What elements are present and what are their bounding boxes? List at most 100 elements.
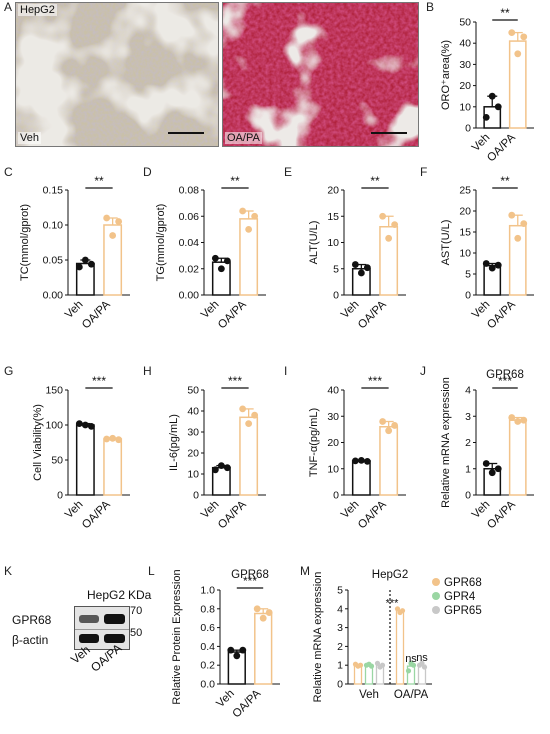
y-tick-label-l: 0.4: [200, 641, 215, 653]
micrograph-veh-texture: [16, 3, 218, 146]
y-tick-label-i: 40: [327, 385, 339, 397]
y-tick-label-g: 0: [57, 490, 63, 502]
chart-d: 0.00 0.02 0.04 0.06 0.08 TG(mmol/gprot) VehOA/…: [155, 174, 266, 331]
point-m-0-1-2: [368, 663, 375, 669]
panel-letter-e: E: [284, 165, 293, 179]
panel-letter-f: F: [420, 165, 428, 179]
panel-letter-i: I: [284, 364, 288, 378]
chart-m: 0 1 2 3 4 5 Relative mRNA expression HepG2 Veh **…: [312, 569, 482, 702]
panel-letter-a: A: [4, 0, 13, 14]
point-m-1-1-0: [405, 668, 412, 674]
point-j-0-0: [482, 460, 490, 467]
y-tick-label-l: 0.0: [200, 679, 215, 691]
point-f-1-0: [508, 211, 516, 219]
point-m-1-2-1: [419, 660, 425, 666]
y-tick-label-m: 2: [337, 641, 343, 653]
point-h-0-1: [217, 462, 225, 469]
sig-label-d: **: [230, 174, 240, 188]
sig-label-c: **: [94, 174, 104, 188]
point-d-0-1: [217, 265, 225, 273]
point-e-0-1: [357, 269, 365, 277]
point-d-1-2: [251, 212, 259, 220]
band-gpr68-veh: [79, 615, 99, 623]
western-blot-membrane: [74, 606, 130, 650]
bar-m-1-0: [395, 610, 405, 685]
y-tick-label-m: 3: [337, 622, 343, 634]
y-axis-label-i: TNF-α(pg/mL): [308, 408, 320, 477]
y-tick-label-d: 0.02: [179, 263, 200, 275]
bar-g-1: [103, 438, 123, 496]
chart-l: 0.0 0.2 0.4 0.6 0.8 1.0 Relative Protein Expre…: [171, 569, 280, 720]
point-m-1-2-2: [421, 664, 428, 670]
point-m-0-2-0: [374, 660, 381, 666]
point-h-1-1: [245, 420, 253, 427]
point-l-0-1: [233, 652, 241, 660]
y-tick-label-h: 20: [187, 448, 199, 460]
x-tick-label-g-1: OA/PA: [80, 498, 113, 531]
y-tick-label-b: 30: [459, 59, 471, 71]
point-c-0-0: [75, 263, 83, 271]
y-tick-label-j: 1: [465, 463, 471, 475]
point-c-0-2: [87, 260, 95, 268]
point-m-1-0-0: [394, 606, 401, 612]
bar-j-1: [508, 419, 527, 496]
point-b-1-0: [508, 29, 516, 36]
panel-letter-l: L: [148, 564, 155, 578]
blot-divider: [75, 629, 129, 630]
y-axis-label-j: Relative mRNA expression: [440, 377, 452, 508]
x-tick-label-f-1: OA/PA: [485, 298, 518, 331]
y-tick-label-m: 5: [337, 585, 343, 597]
point-b-0-0: [482, 114, 490, 121]
point-e-0-2: [363, 264, 371, 272]
point-b-1-2: [520, 33, 528, 41]
point-h-0-2: [223, 464, 231, 472]
band-gpr68-oapa: [104, 614, 125, 624]
y-tick-label-h: 0: [193, 490, 199, 502]
y-axis-label-h: IL-6(pg/mL): [168, 414, 180, 471]
point-h-0-0: [211, 466, 219, 474]
y-axis-label-b: ORO⁺area(%): [440, 40, 452, 110]
point-j-0-1: [488, 469, 496, 477]
y-tick-label-e: 10: [327, 237, 339, 249]
bar-h-1: [239, 416, 259, 496]
micrograph-oapa-texture: [223, 3, 418, 146]
point-g-0-0: [75, 420, 83, 427]
bar-i-1: [379, 426, 399, 496]
y-tick-label-h: 50: [187, 385, 199, 397]
y-axis-label-d: TG(mmol/gprot): [155, 204, 167, 282]
y-tick-label-c: 0.15: [43, 185, 64, 197]
y-tick-label-i: 30: [327, 411, 339, 423]
scale-bar-veh: [168, 132, 204, 134]
y-tick-label-b: 10: [459, 101, 471, 113]
x-tick-label-l-1: OA/PA: [231, 687, 264, 720]
y-axis-label-e: ALT(U/L): [308, 221, 320, 265]
y-tick-label-f: 5: [465, 269, 471, 281]
y-tick-label-b: 20: [459, 80, 471, 92]
y-axis-label-m: Relative mRNA expression: [312, 572, 324, 703]
band-actin-veh: [79, 634, 99, 643]
y-tick-label-f: 15: [459, 227, 471, 239]
point-f-1-2: [520, 220, 528, 228]
point-i-0-2: [363, 458, 371, 465]
point-j-1-0: [508, 414, 516, 421]
sig-label-j: ***: [498, 374, 512, 388]
panel-letter-c: C: [4, 165, 13, 179]
y-tick-label-d: 0.08: [179, 185, 200, 197]
point-f-0-0: [482, 260, 490, 267]
bar-l-1: [254, 612, 273, 685]
y-tick-label-m: 1: [337, 660, 343, 672]
y-tick-label-b: 0: [465, 123, 471, 135]
y-tick-label-l: 1.0: [200, 585, 215, 597]
y-tick-label-d: 0.06: [179, 211, 200, 223]
bar-m-1-1: [406, 665, 416, 685]
y-axis-label-l: Relative Protein Expression: [171, 569, 183, 704]
y-axis-label-g: Cell Viability(%): [32, 404, 44, 481]
bar-g-0: [75, 424, 95, 496]
x-tick-label-j-1: OA/PA: [485, 498, 518, 531]
micrograph-veh-label: Veh: [18, 132, 41, 144]
x-tick-label-e-1: OA/PA: [356, 298, 389, 331]
y-tick-label-c: 0.05: [43, 255, 64, 267]
y-tick-label-f: 10: [459, 248, 471, 260]
